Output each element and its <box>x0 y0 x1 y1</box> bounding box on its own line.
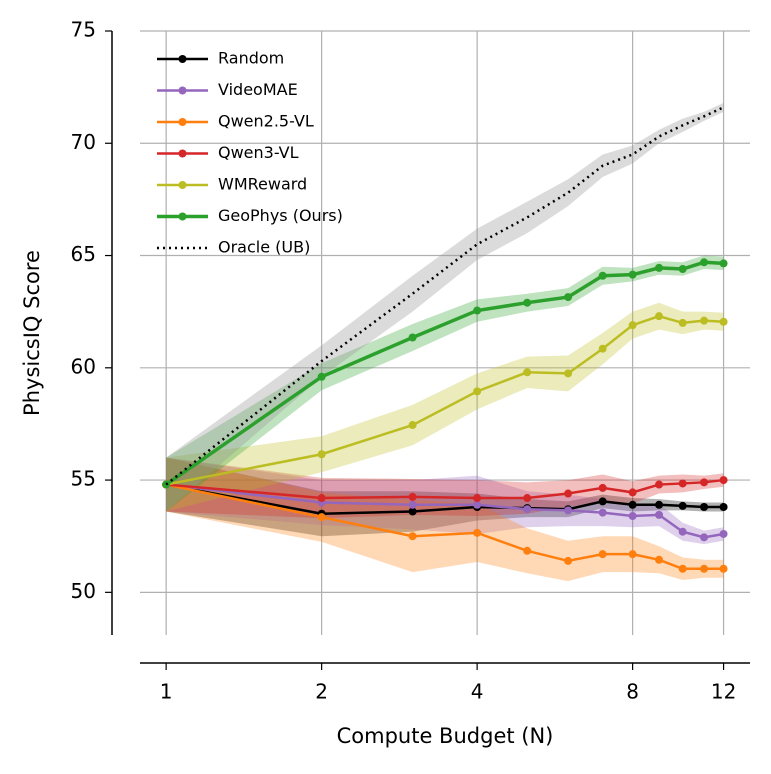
series <box>162 312 728 489</box>
marker <box>564 369 573 378</box>
y-tick-label: 50 <box>71 579 96 603</box>
legend-marker <box>178 118 187 126</box>
marker <box>564 556 573 565</box>
legend-label: VideoMAE <box>218 80 298 99</box>
marker <box>473 500 482 509</box>
series <box>162 258 728 489</box>
marker <box>564 506 573 515</box>
x-axis-label: Compute Budget (N) <box>337 724 554 748</box>
marker <box>655 480 664 489</box>
marker <box>678 564 687 573</box>
marker <box>700 316 709 325</box>
y-tick-label: 55 <box>71 467 96 491</box>
y-tick-label: 70 <box>71 130 96 154</box>
series <box>162 476 728 503</box>
marker <box>564 489 573 498</box>
marker <box>700 258 709 267</box>
marker <box>628 321 637 330</box>
legend-marker <box>178 55 187 63</box>
x-tick-label: 8 <box>626 680 639 704</box>
marker <box>598 483 607 492</box>
marker <box>317 513 326 522</box>
marker <box>700 503 709 512</box>
legend-marker <box>178 86 187 95</box>
legend-marker <box>178 149 187 158</box>
marker <box>628 511 637 520</box>
legend-marker <box>178 181 187 189</box>
y-tick-label: 75 <box>71 18 96 42</box>
marker <box>655 312 664 321</box>
legend-label: Qwen2.5-VL <box>218 112 314 131</box>
marker <box>408 507 417 516</box>
marker <box>678 527 687 536</box>
legend-marker <box>178 212 187 221</box>
marker <box>523 494 532 503</box>
marker <box>655 500 664 509</box>
lines <box>162 106 728 573</box>
legend-label: Qwen3-VL <box>218 143 299 162</box>
marker <box>408 421 417 430</box>
y-tick-label: 65 <box>71 242 96 266</box>
marker <box>598 271 607 280</box>
y-tick-label: 60 <box>71 354 96 378</box>
marker <box>598 497 607 506</box>
marker <box>719 503 728 512</box>
marker <box>473 306 482 315</box>
marker <box>317 494 326 503</box>
marker <box>655 555 664 564</box>
series <box>162 480 728 542</box>
marker <box>523 298 532 307</box>
marker <box>523 368 532 377</box>
marker <box>628 270 637 279</box>
error-band <box>166 457 724 582</box>
marker <box>523 546 532 555</box>
marker <box>655 263 664 272</box>
marker <box>700 478 709 487</box>
marker <box>408 500 417 509</box>
legend-label: Random <box>218 49 284 68</box>
marker <box>473 387 482 396</box>
marker <box>678 318 687 327</box>
marker <box>719 476 728 485</box>
marker <box>655 510 664 519</box>
marker <box>700 564 709 573</box>
marker <box>678 265 687 274</box>
marker <box>317 450 326 459</box>
marker <box>598 508 607 517</box>
x-tick-label: 2 <box>315 680 328 704</box>
marker <box>719 259 728 268</box>
marker <box>408 532 417 541</box>
marker <box>473 528 482 537</box>
marker <box>408 333 417 342</box>
marker <box>719 317 728 326</box>
y-axis-label: PhysicsIQ Score <box>20 250 44 416</box>
marker <box>564 293 573 302</box>
marker <box>408 492 417 501</box>
x-tick-label: 4 <box>471 680 484 704</box>
marker <box>628 550 637 559</box>
legend-label: WMReward <box>218 175 307 194</box>
marker <box>678 501 687 510</box>
marker <box>473 494 482 503</box>
marker <box>598 344 607 353</box>
marker <box>700 533 709 542</box>
marker <box>598 550 607 559</box>
error-band <box>166 457 724 545</box>
marker <box>719 564 728 573</box>
marker <box>719 529 728 538</box>
legend-label: Oracle (UB) <box>218 238 310 257</box>
marker <box>628 500 637 509</box>
error-band <box>166 457 724 519</box>
marker <box>523 505 532 514</box>
x-tick-label: 1 <box>160 680 173 704</box>
marker <box>678 479 687 488</box>
legend-label: GeoPhys (Ours) <box>218 206 343 225</box>
marker <box>317 372 326 381</box>
marker <box>628 488 637 497</box>
x-tick-label: 12 <box>711 680 736 704</box>
